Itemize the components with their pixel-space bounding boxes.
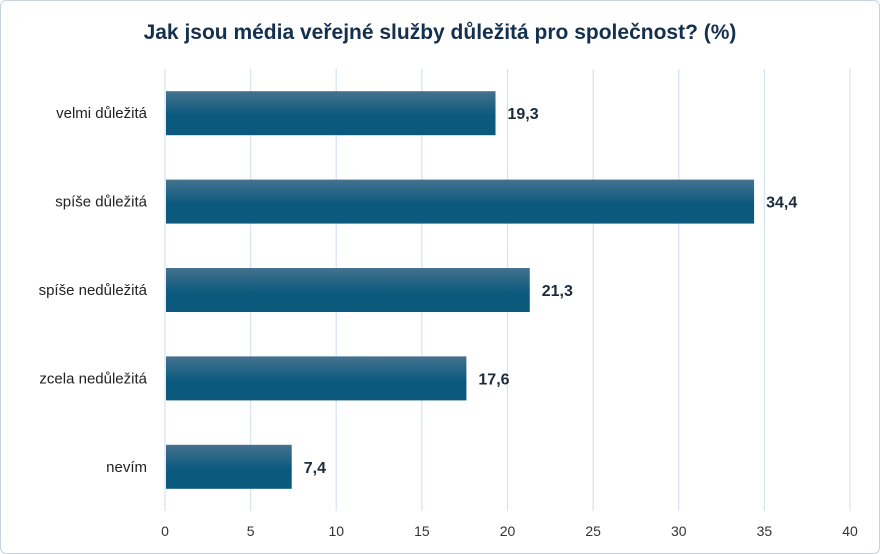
bar: [166, 356, 467, 401]
y-category-label: zcela nedůležitá: [39, 370, 147, 387]
x-tick-label: 0: [161, 523, 169, 539]
bar: [166, 179, 755, 224]
data-label: 21,3: [542, 283, 573, 300]
x-tick-label: 15: [414, 523, 430, 539]
x-tick-label: 40: [842, 523, 858, 539]
data-label: 19,3: [508, 106, 539, 123]
chart-title: Jak jsou média veřejné služby důležitá p…: [144, 21, 737, 44]
x-tick-label: 5: [247, 523, 255, 539]
y-category-label: spíše důležitá: [55, 194, 147, 211]
data-label: 34,4: [766, 195, 797, 212]
x-tick-label: 20: [500, 523, 516, 539]
y-category-label: nevím: [106, 459, 147, 476]
x-tick-label: 10: [328, 523, 344, 539]
y-category-label: spíše nedůležitá: [39, 282, 148, 299]
x-tick-label: 30: [671, 523, 687, 539]
data-label: 17,6: [478, 371, 509, 388]
y-category-label: velmi důležitá: [56, 105, 148, 122]
bar: [166, 444, 292, 489]
bar: [166, 91, 496, 136]
bar: [166, 268, 530, 312]
x-tick-label: 35: [757, 523, 773, 539]
x-tick-label: 25: [585, 523, 601, 539]
data-label: 7,4: [304, 460, 326, 477]
